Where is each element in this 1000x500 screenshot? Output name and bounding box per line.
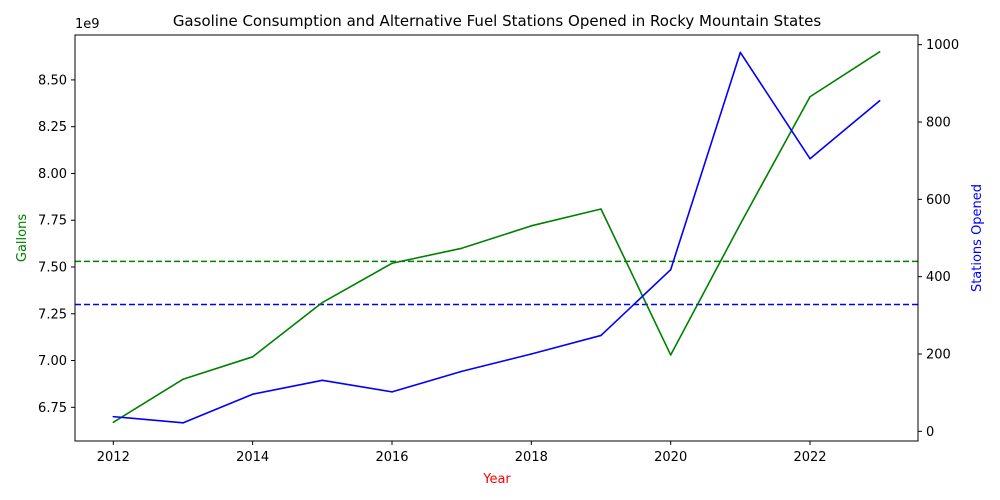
left-axis-data-point [251,356,254,358]
x-axis-tick-label: 2020 [654,450,687,465]
right-axis-data-point [809,157,811,160]
right-y-axis-title: Stations Opened [970,184,985,292]
left-axis-data-point [809,95,811,98]
right-axis-data-point [530,353,533,355]
right-axis-data-point [391,391,393,393]
right-axis-tick-label: 200 [926,348,951,363]
right-axis-tick-label: 600 [926,193,951,208]
left-axis-data-point [530,225,533,227]
left-axis-series-line [112,51,881,423]
left-axis-data-point [600,208,602,210]
left-axis-tick-label: 8.25 [38,120,67,135]
left-axis-tick-label: 8.00 [38,167,67,182]
plot-frame [74,34,919,442]
left-axis-data-point [321,301,324,304]
left-axis-tick-label: 7.25 [38,307,67,322]
right-axis-data-point [182,422,184,424]
right-axis-data-point [600,334,602,337]
x-axis-title: Year [482,472,511,487]
left-axis-data-point [112,421,115,424]
right-axis-tick-label: 400 [926,270,951,285]
right-axis-data-point [669,268,672,271]
right-axis-tick-label: 1000 [926,38,959,53]
left-axis-tick-label: 7.50 [38,261,67,276]
x-axis-tick-label: 2016 [375,450,408,465]
x-axis-tick-label: 2018 [515,450,548,465]
right-axis-tick-label: 0 [926,425,934,440]
right-axis-data-point [460,370,463,373]
right-axis-tick-label: 800 [926,116,951,131]
x-axis-tick-label: 2014 [236,450,269,465]
left-y-axis-title: Gallons [15,214,30,262]
right-axis-data-point [112,415,115,418]
left-axis-tick-label: 6.75 [38,401,67,416]
left-axis-data-point [460,247,463,250]
right-axis-data-point [878,99,881,102]
x-axis-tick-label: 2012 [97,450,130,465]
x-axis-tick-label: 2022 [793,450,826,465]
left-axis-data-point [669,354,672,356]
right-axis-data-point [251,393,254,396]
left-axis-tick-label: 7.00 [38,354,67,369]
left-axis-data-point [878,51,881,53]
plot-area: 2012 2014 2016 2018 2020 2022 6.75 7.00 7.25 7.50… [38,34,959,465]
left-axis-offset-label: 1e9 [75,17,100,32]
right-axis-data-point [739,51,742,54]
right-axis-data-point [321,379,324,382]
chart-title: Gasoline Consumption and Alternative Fue… [173,12,822,30]
left-axis-data-point [182,378,184,381]
right-axis-series-line [113,51,881,424]
left-axis-tick-label: 7.75 [38,214,67,229]
left-axis-data-point [739,223,742,225]
left-axis-tick-label: 8.50 [38,73,67,88]
left-axis-data-point [391,262,393,265]
